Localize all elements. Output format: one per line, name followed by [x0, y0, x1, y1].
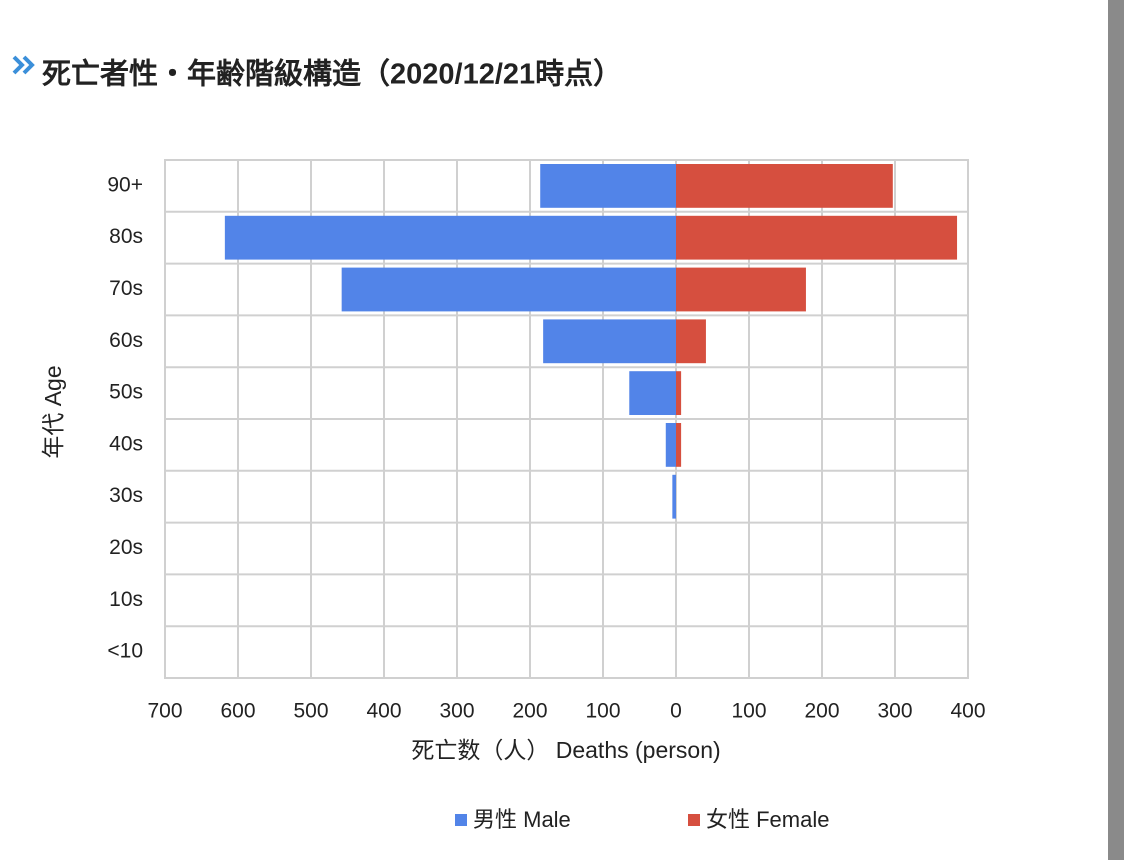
x-tick-label: 600: [220, 700, 255, 723]
legend-label: 女性 Female: [706, 807, 829, 832]
x-tick-label: 100: [585, 700, 620, 723]
y-tick-label: 20s: [109, 536, 143, 559]
title-icon: [12, 55, 35, 75]
legend-label: 男性 Male: [473, 807, 571, 832]
y-tick-label: 40s: [109, 432, 143, 455]
bar: [676, 319, 706, 364]
x-tick-label: 300: [877, 700, 912, 723]
x-tick-label: 400: [950, 700, 985, 723]
x-tick-label: 700: [147, 700, 182, 723]
x-tick-label: 100: [731, 700, 766, 723]
x-tick-label: 200: [512, 700, 547, 723]
y-tick-label: <10: [107, 640, 143, 663]
x-tick-label: 500: [293, 700, 328, 723]
bar: [672, 474, 676, 519]
legend-swatch: [455, 814, 467, 826]
legend-swatch: [688, 814, 700, 826]
y-tick-label: 10s: [109, 588, 143, 611]
y-tick-label: 30s: [109, 484, 143, 507]
x-axis-label: 死亡数（人） Deaths (person): [411, 737, 720, 763]
y-tick-label: 70s: [109, 277, 143, 300]
bar: [665, 423, 676, 467]
scrollbar: [1108, 0, 1124, 860]
bar: [543, 319, 676, 364]
y-tick-label: 50s: [109, 381, 143, 404]
y-tick-label: 80s: [109, 225, 143, 248]
x-tick-label: 400: [366, 700, 401, 723]
x-tick-label: 200: [804, 700, 839, 723]
bar: [676, 267, 806, 312]
bar: [676, 164, 893, 208]
bar: [224, 215, 677, 260]
bar: [676, 423, 682, 467]
y-tick-label: 90+: [107, 173, 143, 196]
bar: [676, 215, 958, 260]
y-axis-label: 年代 Age: [40, 365, 66, 458]
bar: [540, 164, 676, 208]
y-tick-label: 60s: [109, 329, 143, 352]
bar: [341, 267, 676, 312]
x-tick-label: 0: [670, 700, 682, 723]
chart-title: 死亡者性・年齢階級構造（2020/12/21時点）: [42, 57, 622, 91]
x-tick-label: 300: [439, 700, 474, 723]
bar: [629, 371, 676, 415]
bar: [676, 371, 682, 415]
